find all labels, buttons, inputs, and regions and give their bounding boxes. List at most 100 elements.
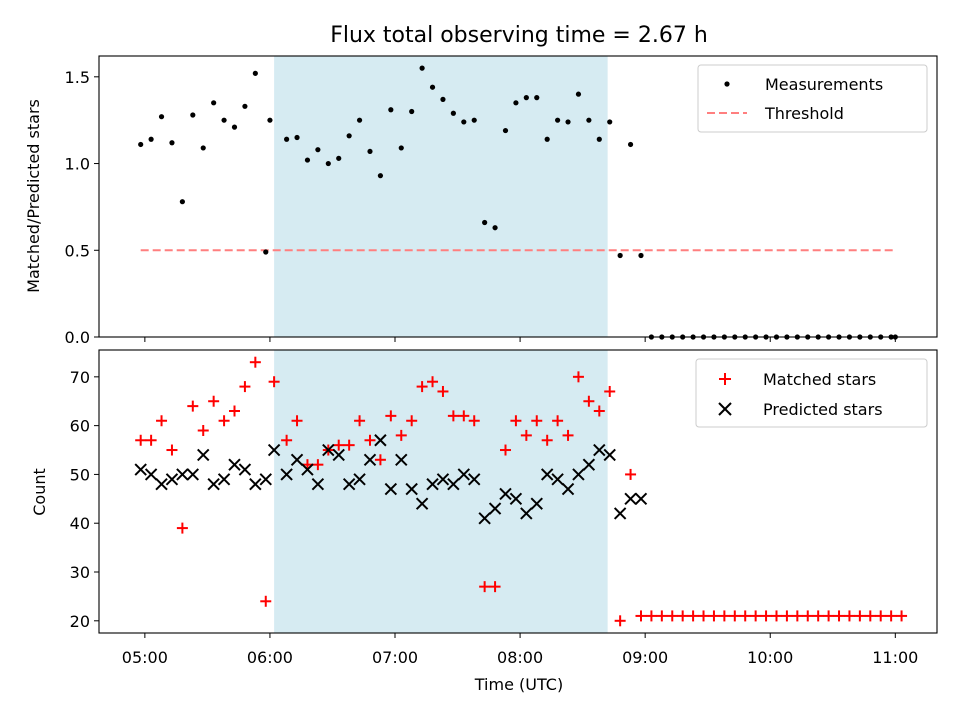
matched-star-point xyxy=(802,610,814,622)
predicted-star-point xyxy=(426,477,439,491)
matched-star-point xyxy=(156,415,168,427)
predicted-star-point xyxy=(259,473,272,486)
matched-star-point xyxy=(770,610,782,622)
top-y-tick-label: 1.0 xyxy=(65,155,90,174)
predicted-star-point xyxy=(290,453,304,466)
matched-star-point xyxy=(239,381,251,393)
bottom-y-ticks: 20 30 40 50 60 70 xyxy=(70,368,99,631)
matched-star-point xyxy=(468,415,480,427)
measurement-point xyxy=(513,100,519,106)
matched-star-point xyxy=(260,595,272,607)
matched-star-point xyxy=(635,610,647,622)
bottom-y-tick-label: 40 xyxy=(70,514,90,533)
matched-star-point xyxy=(520,429,532,441)
measurement-point xyxy=(596,136,602,142)
matched-star-point xyxy=(510,415,522,427)
measurement-point xyxy=(263,249,269,255)
measurement-point xyxy=(429,84,436,90)
matched-star-point xyxy=(479,581,491,593)
top-shaded-span xyxy=(274,56,608,337)
predicted-star-point xyxy=(499,487,512,501)
measurement-point xyxy=(482,219,488,226)
measurement-point xyxy=(211,100,217,106)
measurement-point xyxy=(294,134,300,141)
predicted-star-point xyxy=(186,468,200,481)
x-tick-label: 06:00 xyxy=(247,648,293,667)
predicted-star-point xyxy=(249,477,262,491)
measurement-point xyxy=(388,107,394,113)
top-x-ticks xyxy=(144,337,896,342)
bottom-y-tick-label: 30 xyxy=(70,563,90,582)
measurement-point xyxy=(409,108,415,115)
legend-matched-label: Matched stars xyxy=(763,370,876,389)
predicted-star-point xyxy=(551,473,564,486)
matched-star-point xyxy=(833,610,845,622)
measurement-point xyxy=(200,145,206,151)
measurement-point xyxy=(638,252,644,259)
matched-star-point xyxy=(698,610,710,622)
predicted-star-point xyxy=(613,507,627,520)
predicted-star-point xyxy=(363,453,377,466)
matched-star-point xyxy=(385,410,397,422)
measurement-point xyxy=(242,103,248,109)
measurement-point xyxy=(471,117,477,123)
predicted-star-point xyxy=(353,473,366,486)
predicted-star-point xyxy=(593,443,606,457)
predicted-star-point xyxy=(207,477,220,491)
matched-star-point xyxy=(406,415,418,427)
top-legend-box xyxy=(697,64,928,133)
predicted-star-point xyxy=(322,443,335,457)
matched-star-point xyxy=(489,581,501,593)
measurement-point xyxy=(148,136,154,142)
predicted-star-point xyxy=(332,448,345,462)
matched-star-point xyxy=(416,381,428,393)
matched-star-point xyxy=(145,434,157,446)
matched-star-point xyxy=(427,376,439,388)
predicted-star-point xyxy=(238,463,252,476)
matched-star-point xyxy=(374,454,386,466)
matched-star-point xyxy=(562,429,574,441)
matched-star-point xyxy=(593,405,605,417)
legend-threshold-label: Threshold xyxy=(764,104,844,123)
measurement-point xyxy=(315,147,321,153)
matched-star-point xyxy=(343,439,355,451)
bottom-y-tick-label: 50 xyxy=(70,465,90,484)
matched-star-point xyxy=(843,610,855,622)
x-tick-label: 08:00 xyxy=(497,648,543,667)
predicted-star-point xyxy=(217,473,231,486)
bottom-shaded-span xyxy=(274,350,608,633)
predicted-star-point xyxy=(301,463,314,476)
matched-star-point xyxy=(176,522,188,534)
predicted-star-point xyxy=(582,458,596,471)
matched-star-point xyxy=(364,434,376,446)
matched-star-point xyxy=(437,385,449,397)
measurement-point xyxy=(627,141,634,148)
predicted-star-point xyxy=(468,473,481,486)
predicted-star-point xyxy=(634,492,648,506)
measurement-point xyxy=(169,140,175,146)
predicted-star-point xyxy=(395,453,408,466)
predicted-star-point xyxy=(436,473,450,486)
predicted-star-point xyxy=(165,473,179,486)
matched-star-point xyxy=(645,610,657,622)
matched-star-point xyxy=(666,610,678,622)
top-legend: Measurements Threshold xyxy=(697,64,928,133)
predicted-star-point xyxy=(478,512,491,525)
predicted-star-point xyxy=(530,497,543,510)
matched-star-point xyxy=(739,610,751,622)
measurement-point xyxy=(179,199,185,205)
bottom-axes: 20 30 40 50 60 70 05:00 06:00 07:00 08:00 09:00 10… xyxy=(30,349,938,694)
measurement-point xyxy=(586,117,592,123)
measurement-point xyxy=(356,117,363,123)
legend-measurements-label: Measurements xyxy=(765,75,883,94)
measurement-point xyxy=(267,117,273,123)
matched-star-point xyxy=(791,610,803,622)
matched-star-point xyxy=(395,429,407,441)
matched-star-point xyxy=(333,439,345,451)
legend-matched-marker xyxy=(719,373,731,385)
matched-star-point xyxy=(281,434,293,446)
matched-star-point xyxy=(447,410,459,422)
matched-star-point xyxy=(656,610,668,622)
bottom-legend-box xyxy=(695,358,928,428)
